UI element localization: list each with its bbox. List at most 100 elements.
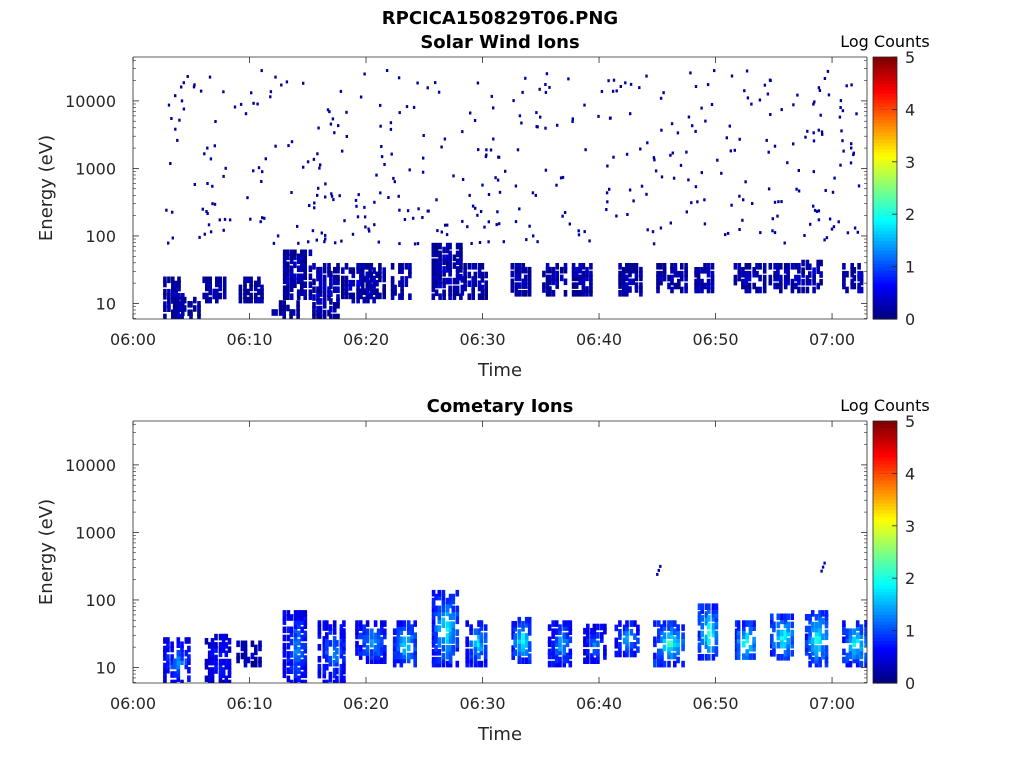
- heatmap-cell: [484, 155, 488, 159]
- heatmap-cell: [697, 619, 702, 626]
- heatmap-cell: [365, 279, 370, 287]
- heatmap-cell: [681, 640, 685, 648]
- colorbar-segment: [873, 633, 897, 638]
- heatmap-cell: [625, 637, 629, 645]
- heatmap-cell: [483, 636, 488, 644]
- heatmap-cell: [628, 278, 632, 286]
- heatmap-cell: [332, 198, 335, 202]
- heatmap-cell: [193, 296, 197, 304]
- heatmap-cell: [776, 270, 780, 278]
- heatmap-cell: [780, 613, 784, 621]
- colorbar-segment: [873, 243, 897, 248]
- heatmap-cell: [406, 644, 411, 652]
- heatmap-cell: [710, 286, 715, 294]
- heatmap-cell: [714, 630, 719, 638]
- heatmap-cell: [373, 645, 378, 652]
- heatmap-cell: [192, 85, 196, 89]
- heatmap-cell: [203, 152, 206, 156]
- heatmap-cell: [794, 263, 798, 270]
- heatmap-cell: [365, 657, 370, 664]
- heatmap-cell: [676, 632, 680, 639]
- heatmap-cell: [448, 597, 453, 605]
- heatmap-cell: [577, 233, 581, 237]
- heatmap-cell: [339, 675, 344, 683]
- heatmap-cell: [303, 614, 308, 621]
- heatmap-cell: [468, 193, 471, 197]
- heatmap-cell: [333, 274, 337, 282]
- heatmap-cell: [324, 233, 327, 237]
- heatmap-cell: [214, 663, 218, 670]
- heatmap-cell: [714, 638, 719, 646]
- colorbar-segment: [873, 286, 897, 291]
- heatmap-cell: [227, 667, 232, 674]
- heatmap-cell: [514, 286, 519, 293]
- heatmap-cell: [307, 240, 310, 244]
- heatmap-cell: [398, 267, 402, 274]
- heatmap-cell: [342, 659, 346, 667]
- heatmap-cell: [383, 649, 387, 656]
- heatmap-cell: [250, 652, 255, 660]
- heatmap-cell: [832, 225, 836, 229]
- heatmap-cell: [618, 282, 622, 289]
- heatmap-cell: [568, 648, 573, 656]
- heatmap-cell: [808, 614, 812, 621]
- heatmap-cell: [516, 148, 520, 152]
- colorbar-segment: [873, 83, 897, 88]
- heatmap-cell: [776, 214, 779, 218]
- heatmap-cell: [667, 632, 671, 639]
- heatmap-cell: [399, 636, 404, 644]
- heatmap-cell: [431, 589, 436, 597]
- heatmap-cell: [441, 652, 446, 660]
- heatmap-cell: [581, 263, 586, 270]
- heatmap-cell: [813, 100, 816, 104]
- heatmap-cell: [182, 81, 185, 85]
- heatmap-cell: [697, 630, 702, 638]
- heatmap-cell: [714, 650, 719, 657]
- colorbar-segment: [873, 132, 897, 137]
- heatmap-cell: [786, 645, 790, 653]
- colorbar-segment: [873, 237, 897, 242]
- heatmap-cell: [476, 81, 480, 85]
- heatmap-cell: [293, 671, 298, 679]
- heatmap-cell: [850, 278, 854, 286]
- heatmap-cell: [479, 636, 484, 644]
- heatmap-cell: [332, 652, 337, 659]
- heatmap-cell: [448, 613, 453, 621]
- heatmap-cell: [634, 270, 639, 278]
- heatmap-cell: [638, 86, 641, 90]
- heatmap-cell: [322, 286, 327, 293]
- heatmap-cell: [517, 263, 522, 270]
- heatmap-cell: [180, 85, 183, 89]
- heatmap-cell: [455, 270, 460, 277]
- heatmap-cell: [634, 266, 639, 274]
- colorbar-segment: [873, 486, 897, 491]
- heatmap-cell: [463, 263, 467, 270]
- heatmap-cell: [796, 93, 799, 97]
- heatmap-cell: [218, 663, 223, 670]
- heatmap-cell: [336, 302, 340, 309]
- heatmap-cell: [714, 634, 719, 642]
- colorbar-segment: [873, 430, 897, 435]
- heatmap-cell: [290, 191, 293, 194]
- heatmap-cell: [677, 278, 681, 286]
- heatmap-cell: [845, 84, 848, 88]
- heatmap-cell: [297, 638, 301, 646]
- heatmap-cell: [483, 632, 488, 639]
- heatmap-cell: [322, 309, 327, 317]
- heatmap-cell: [864, 620, 867, 627]
- heatmap-cell: [730, 203, 733, 207]
- heatmap-cell: [345, 110, 348, 114]
- heatmap-cell: [339, 671, 344, 679]
- heatmap-cell: [445, 266, 450, 273]
- heatmap-cell: [563, 266, 568, 274]
- heatmap-cell: [445, 233, 449, 237]
- heatmap-cell: [434, 270, 439, 277]
- heatmap-cell: [218, 280, 222, 288]
- heatmap-cell: [376, 649, 381, 656]
- heatmap-cell: [365, 271, 370, 279]
- heatmap-cell: [485, 153, 488, 157]
- heatmap-cell: [524, 641, 529, 648]
- heatmap-cell: [810, 656, 815, 664]
- heatmap-cell: [747, 282, 752, 290]
- heatmap-cell: [804, 641, 809, 648]
